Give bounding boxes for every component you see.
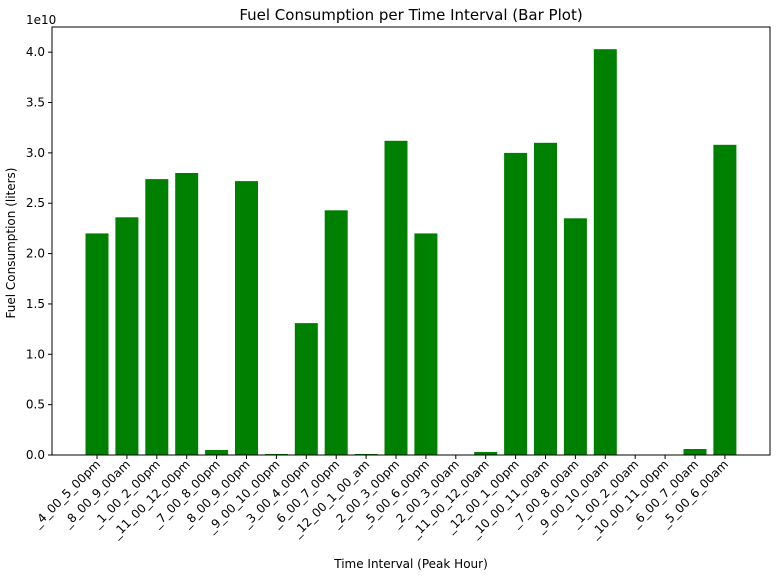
y-tick-label: 1.0 <box>26 347 45 361</box>
bar-20 <box>683 449 707 455</box>
plot-frame <box>51 26 771 456</box>
bar-1 <box>115 217 139 455</box>
y-tick-label: 4.0 <box>26 45 45 59</box>
y-tick-label: 3.0 <box>26 146 45 160</box>
bar-11 <box>414 233 438 455</box>
bar-17 <box>593 49 617 455</box>
y-axis-label: Fuel Consumption (liters) <box>4 168 18 319</box>
y-tick-label: 0.0 <box>26 448 45 462</box>
bar-4 <box>205 450 229 455</box>
bars-group <box>85 49 737 456</box>
bar-21 <box>713 144 737 456</box>
y-tick-label: 3.5 <box>26 96 45 110</box>
y-tick-label: 0.5 <box>26 398 45 412</box>
y-axis: 0.0 0.5 1.0 1.5 2.0 2.5 3.0 3.5 4.0 <box>26 45 52 462</box>
bar-7 <box>294 323 318 455</box>
y-tick-label: 2.0 <box>26 247 45 261</box>
bar-16 <box>563 218 587 455</box>
bar-3 <box>175 173 199 455</box>
y-tick-label: 2.5 <box>26 196 45 210</box>
bar-5 <box>235 181 258 455</box>
bar-15 <box>534 142 557 456</box>
bar-13 <box>474 452 498 455</box>
bar-0 <box>85 233 109 455</box>
bar-14 <box>504 152 528 455</box>
bar-10 <box>384 140 408 456</box>
bar-8 <box>324 210 348 455</box>
x-axis-label: Time Interval (Peak Hour) <box>333 557 488 571</box>
x-axis: _4_00_5_00pm_8_00_9_00am_1_00_2_00pm_11_… <box>29 455 731 542</box>
y-multiplier-label: 1e10 <box>26 13 56 27</box>
bar-2 <box>145 179 169 455</box>
chart-title: Fuel Consumption per Time Interval (Bar … <box>239 6 582 24</box>
y-tick-label: 1.5 <box>26 297 45 311</box>
